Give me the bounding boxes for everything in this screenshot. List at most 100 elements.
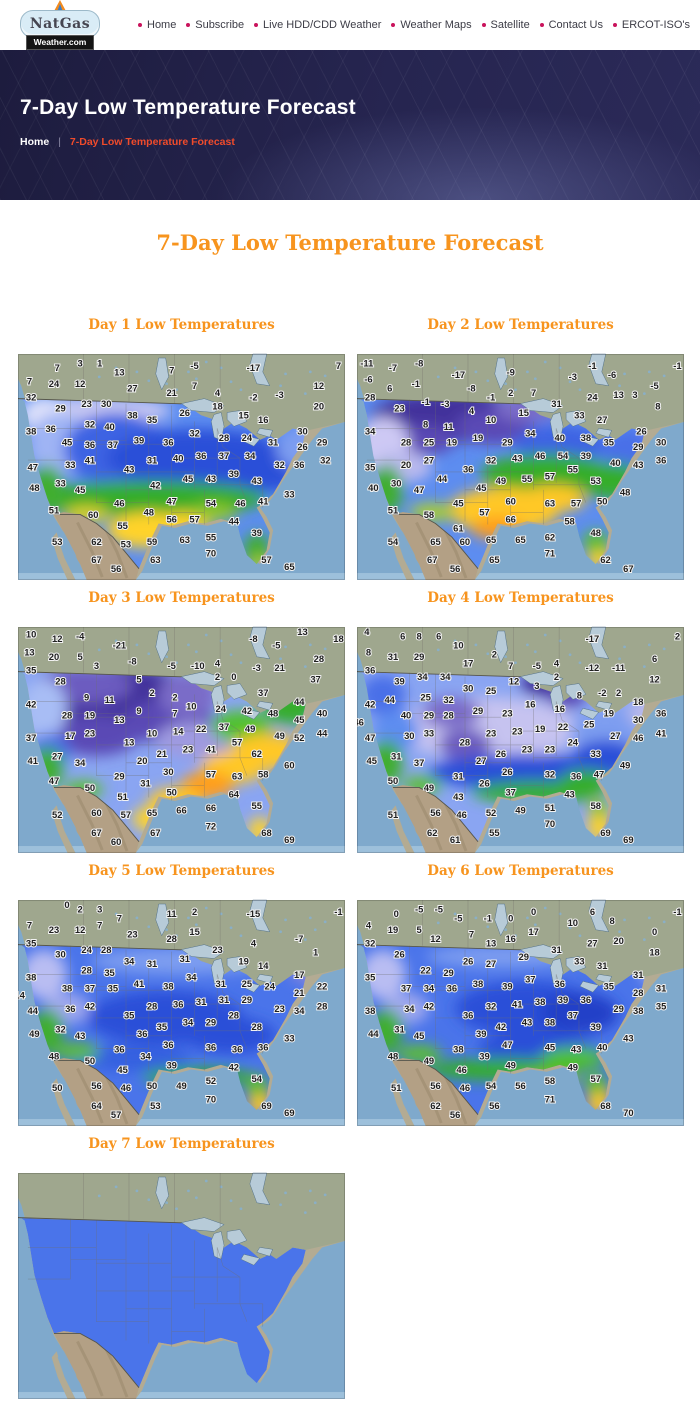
svg-text:24: 24 [216,703,227,714]
svg-text:8: 8 [577,689,582,700]
svg-text:17: 17 [65,730,75,741]
menu-item-home[interactable]: Home [138,19,176,31]
svg-text:70: 70 [206,547,216,558]
svg-text:0: 0 [394,908,399,919]
map-title-day-5: Day 5 Low Temperatures [88,863,275,879]
menu-item-contact-us[interactable]: Contact Us [539,19,603,31]
svg-text:45: 45 [366,755,376,766]
svg-text:12: 12 [75,924,85,935]
svg-text:2: 2 [172,692,177,703]
svg-text:30: 30 [391,477,401,488]
logo-subtext: Weather.com [26,35,94,50]
svg-text:48: 48 [49,1050,59,1061]
svg-text:70: 70 [545,818,555,829]
svg-text:10: 10 [568,917,578,928]
svg-text:49: 49 [29,1028,39,1039]
svg-text:36: 36 [163,437,173,448]
svg-text:35: 35 [365,971,375,982]
svg-text:30: 30 [404,730,414,741]
map-cell-day-4: Day 4 Low Temperatures 4 6 8 6 10 2 -17 2 8 31 29 17… [357,590,684,854]
svg-text:31: 31 [180,953,190,964]
svg-text:49: 49 [620,759,630,770]
svg-text:45: 45 [453,498,463,509]
map-cell-day-3: Day 3 Low Temperatures 10 12 -4 -21 -8 -5 13 18 1… [18,590,345,854]
svg-text:31: 31 [597,960,607,971]
menu-item-subscribe[interactable]: Subscribe [186,19,244,31]
svg-text:23: 23 [512,725,522,736]
svg-text:22: 22 [558,721,568,732]
svg-text:28: 28 [460,737,470,748]
svg-text:49: 49 [274,730,284,741]
menu-item-label: Contact Us [548,19,603,31]
svg-text:23: 23 [81,398,91,409]
svg-text:39: 39 [134,434,144,445]
flame-icon-inner [57,4,63,12]
svg-text:52: 52 [52,809,62,820]
svg-text:3: 3 [632,389,637,400]
svg-text:12: 12 [509,676,519,687]
menu-item-live-hdd-cdd-weather[interactable]: Live HDD/CDD Weather [254,19,381,31]
svg-text:25: 25 [486,685,496,696]
svg-text:23: 23 [49,924,59,935]
svg-text:-8: -8 [249,633,257,644]
svg-text:50: 50 [85,1055,95,1066]
svg-text:49: 49 [568,1062,578,1073]
svg-text:6: 6 [590,906,595,917]
svg-text:38: 38 [545,1017,555,1028]
svg-text:40: 40 [317,707,327,718]
svg-text:28: 28 [219,432,229,443]
svg-text:28: 28 [62,710,72,721]
svg-text:29: 29 [633,441,643,452]
svg-text:30: 30 [297,425,307,436]
svg-text:35: 35 [26,937,36,948]
svg-text:32: 32 [486,1001,496,1012]
svg-text:24: 24 [568,737,579,748]
logo-cloud: NatGas [20,10,100,38]
menu-item-ercot-iso-s[interactable]: ERCOT-ISO's [612,19,690,31]
menu-item-label: Subscribe [195,19,245,31]
svg-text:34: 34 [525,428,536,439]
svg-text:18: 18 [633,696,643,707]
svg-text:5: 5 [136,673,141,684]
svg-text:37: 37 [108,439,118,450]
svg-text:-5: -5 [272,640,280,651]
svg-text:24: 24 [587,391,598,402]
breadcrumb: Home | 7-Day Low Temperature Forecast [20,136,680,148]
svg-text:34: 34 [424,983,435,994]
svg-text:25: 25 [242,978,252,989]
svg-text:39: 39 [558,994,568,1005]
svg-text:27: 27 [610,730,620,741]
menu-item-weather-maps[interactable]: Weather Maps [391,19,472,31]
svg-text:14: 14 [173,725,184,736]
svg-text:50: 50 [85,782,95,793]
svg-text:53: 53 [590,475,600,486]
svg-text:2: 2 [215,671,220,682]
svg-text:31: 31 [140,777,150,788]
svg-text:32: 32 [486,455,496,466]
page-title: 7-Day Low Temperature Forecast [156,230,544,255]
svg-text:57: 57 [261,554,271,565]
svg-text:32: 32 [545,768,555,779]
svg-text:69: 69 [284,834,294,845]
svg-text:69: 69 [284,1107,294,1118]
svg-text:32: 32 [55,1023,65,1034]
svg-text:21: 21 [274,662,284,673]
svg-text:40: 40 [368,482,378,493]
svg-text:60: 60 [91,807,101,818]
svg-text:21: 21 [294,987,304,998]
forecast-maps-grid: Day 1 Low Temperatures 7 3 1 13 7 -5 -17 7 7 24 12 2… [0,317,700,1409]
svg-text:31: 31 [391,750,401,761]
menu-item-satellite[interactable]: Satellite [481,19,530,31]
svg-text:-1: -1 [484,913,492,924]
banner-title: 7-Day Low Temperature Forecast [20,96,356,119]
breadcrumb-home-link[interactable]: Home [20,136,50,148]
svg-text:23: 23 [183,744,193,755]
svg-text:37: 37 [568,1010,578,1021]
svg-text:45: 45 [476,482,486,493]
svg-text:43: 43 [75,1030,85,1041]
site-logo[interactable]: NatGas Weather.com [20,0,100,50]
svg-text:0: 0 [531,906,536,917]
svg-text:-15: -15 [247,908,261,919]
svg-text:42: 42 [229,1062,239,1073]
